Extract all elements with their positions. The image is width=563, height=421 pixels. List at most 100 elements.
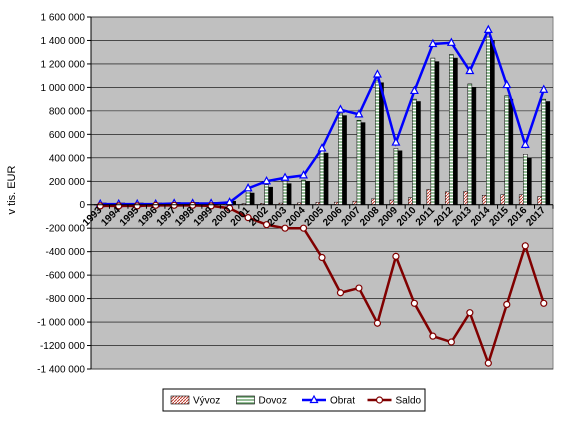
bar-dovoz-solid <box>490 40 495 205</box>
point-obrat <box>409 85 419 95</box>
bar-dovoz-solid <box>360 122 366 205</box>
bar-dovoz <box>264 184 269 205</box>
bar-dovoz <box>375 80 380 205</box>
bar-dovoz-solid <box>342 115 347 205</box>
y-tick-label: 400 000 <box>49 153 86 164</box>
point-saldo <box>336 289 345 297</box>
bar-dovoz <box>393 148 399 205</box>
point-saldo <box>540 299 548 307</box>
point-saldo <box>503 300 511 309</box>
point-saldo <box>447 338 455 346</box>
bar-vývoz <box>445 191 450 205</box>
point-obrat <box>539 84 549 93</box>
legend-label-obrat: Obrat <box>330 396 355 407</box>
legend-label-saldo: Saldo <box>396 396 422 407</box>
bar-dovoz <box>522 154 528 205</box>
legend-swatch-dovoz <box>236 395 255 405</box>
point-obrat <box>483 24 493 34</box>
y-axis-label: v tis. EUR <box>6 166 18 215</box>
bars <box>93 36 551 206</box>
point-saldo <box>429 332 437 340</box>
bar-dovoz <box>338 112 343 205</box>
legend-label-dovoz: Dovoz <box>259 396 287 407</box>
y-tick-label: -1 400 000 <box>37 365 85 376</box>
point-saldo <box>392 252 400 260</box>
y-tick-label: -200 000 <box>46 224 86 235</box>
bar-dovoz <box>541 98 547 205</box>
y-tick-label: 600 000 <box>49 130 86 141</box>
bar-vývoz <box>500 194 506 205</box>
bar-dovoz-solid <box>305 181 310 205</box>
bar-dovoz-solid <box>249 192 255 205</box>
bar-vývoz <box>518 194 524 205</box>
point-saldo <box>299 224 308 232</box>
point-obrat <box>502 79 512 89</box>
point-obrat <box>243 183 253 192</box>
point-obrat <box>299 170 309 179</box>
point-saldo <box>262 221 271 229</box>
bar-vývoz <box>389 199 395 205</box>
point-saldo <box>170 201 178 209</box>
y-tick-label: 1 600 000 <box>41 13 86 24</box>
bar-dovoz-solid <box>416 101 421 205</box>
point-saldo <box>410 299 418 307</box>
point-obrat <box>262 176 272 185</box>
bar-dovoz <box>467 83 473 205</box>
y-tick-label: 800 000 <box>49 106 86 117</box>
point-saldo <box>318 253 326 262</box>
bar-vývoz <box>371 198 376 205</box>
bar-dovoz-solid <box>471 87 477 205</box>
bar-vývoz <box>481 195 487 205</box>
lines <box>95 24 549 368</box>
y-tick-label: -1200 000 <box>40 341 85 352</box>
point-obrat <box>428 38 438 48</box>
legend-swatch-vývoz <box>170 395 190 405</box>
bar-dovoz-solid <box>379 82 384 205</box>
point-obrat <box>446 37 456 46</box>
bar-vývoz <box>408 197 413 205</box>
y-tick-label: 1 000 000 <box>41 83 86 94</box>
bar-dovoz <box>356 120 362 205</box>
point-obrat <box>280 172 290 181</box>
bar-dovoz-solid <box>527 157 532 205</box>
point-saldo <box>152 201 160 209</box>
bar-dovoz-solid <box>545 101 551 205</box>
point-saldo <box>373 319 382 327</box>
bar-dovoz-solid <box>323 152 329 205</box>
legend-label-vývoz: Vývoz <box>193 396 220 407</box>
bar-dovoz-solid <box>453 57 458 205</box>
bar-dovoz-solid <box>286 183 292 205</box>
point-obrat <box>372 69 382 78</box>
point-obrat <box>520 139 530 148</box>
bar-vývoz <box>537 196 542 205</box>
y-tick-label: 200 000 <box>49 177 86 188</box>
y-tick-label: -400 000 <box>46 247 86 258</box>
legend: Vývoz Dovoz Obrat Saldo <box>162 388 426 412</box>
point-obrat <box>354 109 364 118</box>
bar-vývoz <box>426 189 432 205</box>
bar-dovoz-solid <box>434 61 440 205</box>
point-saldo <box>466 309 474 317</box>
bar-dovoz <box>301 179 306 205</box>
y-tick-label: 1 200 000 <box>41 59 86 70</box>
point-saldo <box>226 204 234 212</box>
bar-dovoz-solid <box>397 150 403 205</box>
bar-dovoz <box>430 57 436 205</box>
bar-dovoz-solid <box>508 98 514 205</box>
bar-dovoz <box>486 36 491 205</box>
bar-dovoz <box>412 98 417 205</box>
bar-vývoz <box>463 190 469 205</box>
y-tick-label: 0 <box>79 200 85 211</box>
y-tick-label: -1 000 000 <box>37 318 85 329</box>
point-saldo <box>355 284 363 292</box>
point-obrat <box>465 65 475 75</box>
bar-dovoz-solid <box>268 186 273 205</box>
bar-vývoz <box>352 200 358 205</box>
bar-dovoz <box>319 150 325 205</box>
bar-dovoz <box>245 190 251 205</box>
point-saldo <box>244 214 252 222</box>
bar-dovoz <box>449 54 454 205</box>
point-saldo <box>484 359 492 367</box>
point-saldo <box>281 224 289 232</box>
